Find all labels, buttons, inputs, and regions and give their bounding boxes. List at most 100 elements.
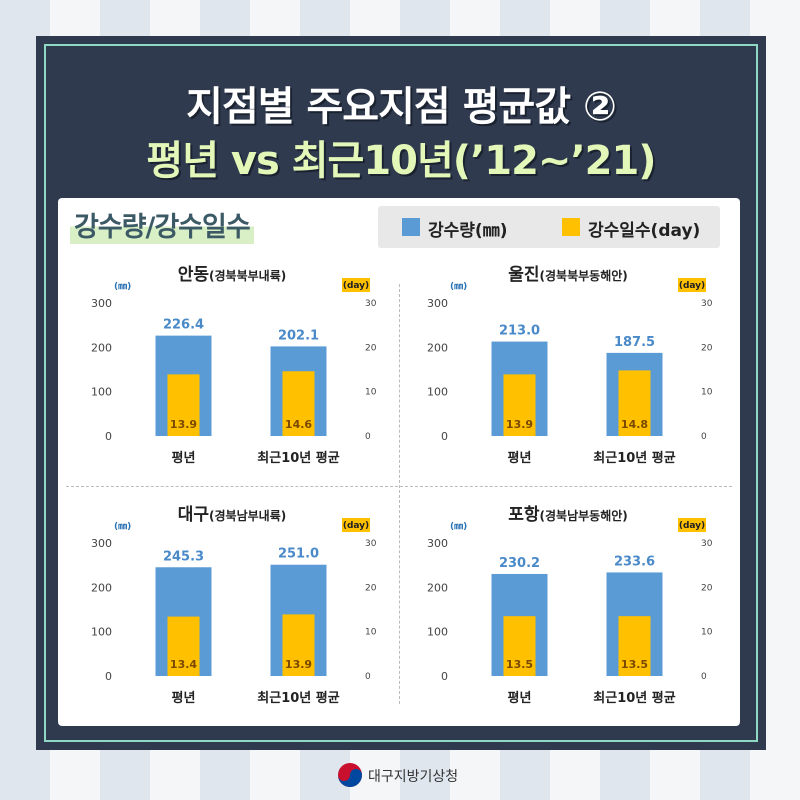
chart-title-sub: (경북북부내륙) [209,268,286,283]
y-tick-left: 300 [91,297,112,310]
taegeuk-logo-icon [338,763,362,787]
y-tick-right: 30 [365,539,377,549]
legend-precip-swatch [402,218,420,236]
y-tick-left: 100 [427,386,448,399]
y-tick-right: 20 [365,583,377,593]
bar-precip-label: 226.4 [163,318,204,333]
chart-title-sub: (경북남부동해안) [540,508,628,523]
y-tick-left: 300 [427,537,448,550]
chart-uljin: 울진(경북북부동해안) (㎜) (day) 0 100 200 300 0 10 20 30 213.… [398,255,738,495]
right-unit-label: (day) [679,521,705,531]
bar-days [282,371,315,436]
x-tick-label: 최근10년 평균 [257,450,339,466]
right-unit-label: (day) [343,521,369,531]
y-tick-right: 20 [365,343,377,353]
page-title-line1: 지점별 주요지점 평균값 ② [186,84,617,130]
y-tick-left: 0 [105,670,112,683]
y-tick-right: 0 [701,672,707,682]
y-tick-left: 200 [427,341,448,354]
bar-days-label: 13.9 [506,418,533,431]
bar-days [618,370,651,436]
y-tick-right: 20 [701,583,713,593]
y-tick-right: 30 [365,299,377,309]
bar-days-label: 13.5 [621,658,648,671]
page-title-line2: 평년 vs 최근10년(’12~’21) [146,138,656,184]
chart-svg: 대구(경북남부내륙) (㎜) (day) 0 100 200 300 0 10 20 30 245.3… [91,505,377,706]
y-tick-right: 0 [365,672,371,682]
y-tick-right: 10 [701,628,713,638]
chart-pohang: 포항(경북남부동해안) (㎜) (day) 0 100 200 300 0 10 20 30 230.… [398,495,738,735]
chart-title: 대구(경북남부내륙) [178,505,287,525]
right-unit-badge [678,518,706,532]
bar-precip-label: 230.2 [499,556,540,571]
bar-days-label: 13.4 [170,658,197,671]
x-tick-label: 평년 [508,450,532,466]
right-unit-label: (day) [343,281,369,291]
legend: 강수량(㎜) 강수일수(day) [378,206,720,248]
horizontal-divider [66,486,732,487]
bar-days-label: 13.9 [170,418,197,431]
org-name: 대구지방기상청 [368,769,459,785]
chart-title: 포항(경북남부동해안) [508,504,628,525]
bar-precip-label: 251.0 [278,547,319,562]
y-tick-left: 200 [91,341,112,354]
chart-daegu: 대구(경북남부내륙) (㎜) (day) 0 100 200 300 0 10 20 30 245.3… [62,495,402,735]
chart-title-main: 포항 [508,504,540,525]
y-tick-right: 0 [365,432,371,442]
y-tick-left: 300 [427,297,448,310]
y-tick-left: 200 [91,581,112,594]
chart-title-main: 울진 [508,265,539,285]
chart-title-sub: (경북북부동해안) [540,268,628,283]
bar-days-label: 13.9 [285,658,312,671]
y-tick-left: 100 [91,386,112,399]
y-tick-right: 10 [365,628,377,638]
x-tick-label: 평년 [172,690,196,706]
bar-days [503,616,536,676]
x-tick-label: 평년 [172,450,196,466]
y-tick-right: 10 [365,388,377,398]
bar-days-label: 14.6 [285,418,312,431]
chart-svg: 울진(경북북부동해안) (㎜) (day) 0 100 200 300 0 10 20 30 213.… [427,265,713,466]
y-tick-left: 0 [441,430,448,443]
y-tick-left: 0 [441,670,448,683]
x-tick-label: 평년 [508,690,532,706]
y-tick-left: 0 [105,430,112,443]
chart-title: 안동(경북북부내륙) [178,265,287,285]
bar-days [167,374,200,436]
chart-title-sub: (경북남부내륙) [209,508,286,523]
footer: 대구지방기상청 [0,760,800,790]
right-unit-badge [342,518,370,532]
section-title: 강수량/강수일수 [70,205,254,244]
bar-days-label: 14.8 [621,418,648,431]
bar-days [167,616,200,676]
left-unit-label: (㎜) [450,282,467,292]
right-unit-badge [678,278,706,292]
chart-title-main: 대구 [178,505,210,525]
bar-days [618,616,651,676]
bar-days [282,614,315,676]
legend-days-label: 강수일수(day) [588,221,701,241]
y-tick-right: 30 [701,539,713,549]
x-tick-label: 최근10년 평균 [593,690,675,706]
bar-precip-label: 245.3 [163,549,204,564]
bar-days [503,374,536,436]
legend-precip-label: 강수량(㎜) [428,221,508,241]
chart-svg: 포항(경북남부동해안) (㎜) (day) 0 100 200 300 0 10 20 30 230.… [427,504,713,706]
y-tick-right: 10 [701,388,713,398]
y-tick-left: 100 [427,626,448,639]
left-unit-label: (㎜) [114,522,131,532]
right-unit-badge [342,278,370,292]
bar-precip-label: 187.5 [614,335,655,350]
bar-precip-label: 233.6 [614,554,655,569]
chart-title: 울진(경북북부동해안) [508,265,628,285]
x-tick-label: 최근10년 평균 [257,690,339,706]
vertical-divider [399,284,400,704]
y-tick-right: 30 [701,299,713,309]
legend-days-swatch [562,218,580,236]
y-tick-left: 100 [91,626,112,639]
bar-precip-label: 213.0 [499,324,540,339]
left-unit-label: (㎜) [450,522,467,532]
bar-precip-label: 202.1 [278,328,319,343]
bar-days-label: 13.5 [506,658,533,671]
y-tick-right: 0 [701,432,707,442]
